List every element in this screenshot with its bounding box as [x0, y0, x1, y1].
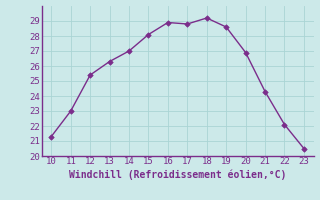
- X-axis label: Windchill (Refroidissement éolien,°C): Windchill (Refroidissement éolien,°C): [69, 169, 286, 180]
